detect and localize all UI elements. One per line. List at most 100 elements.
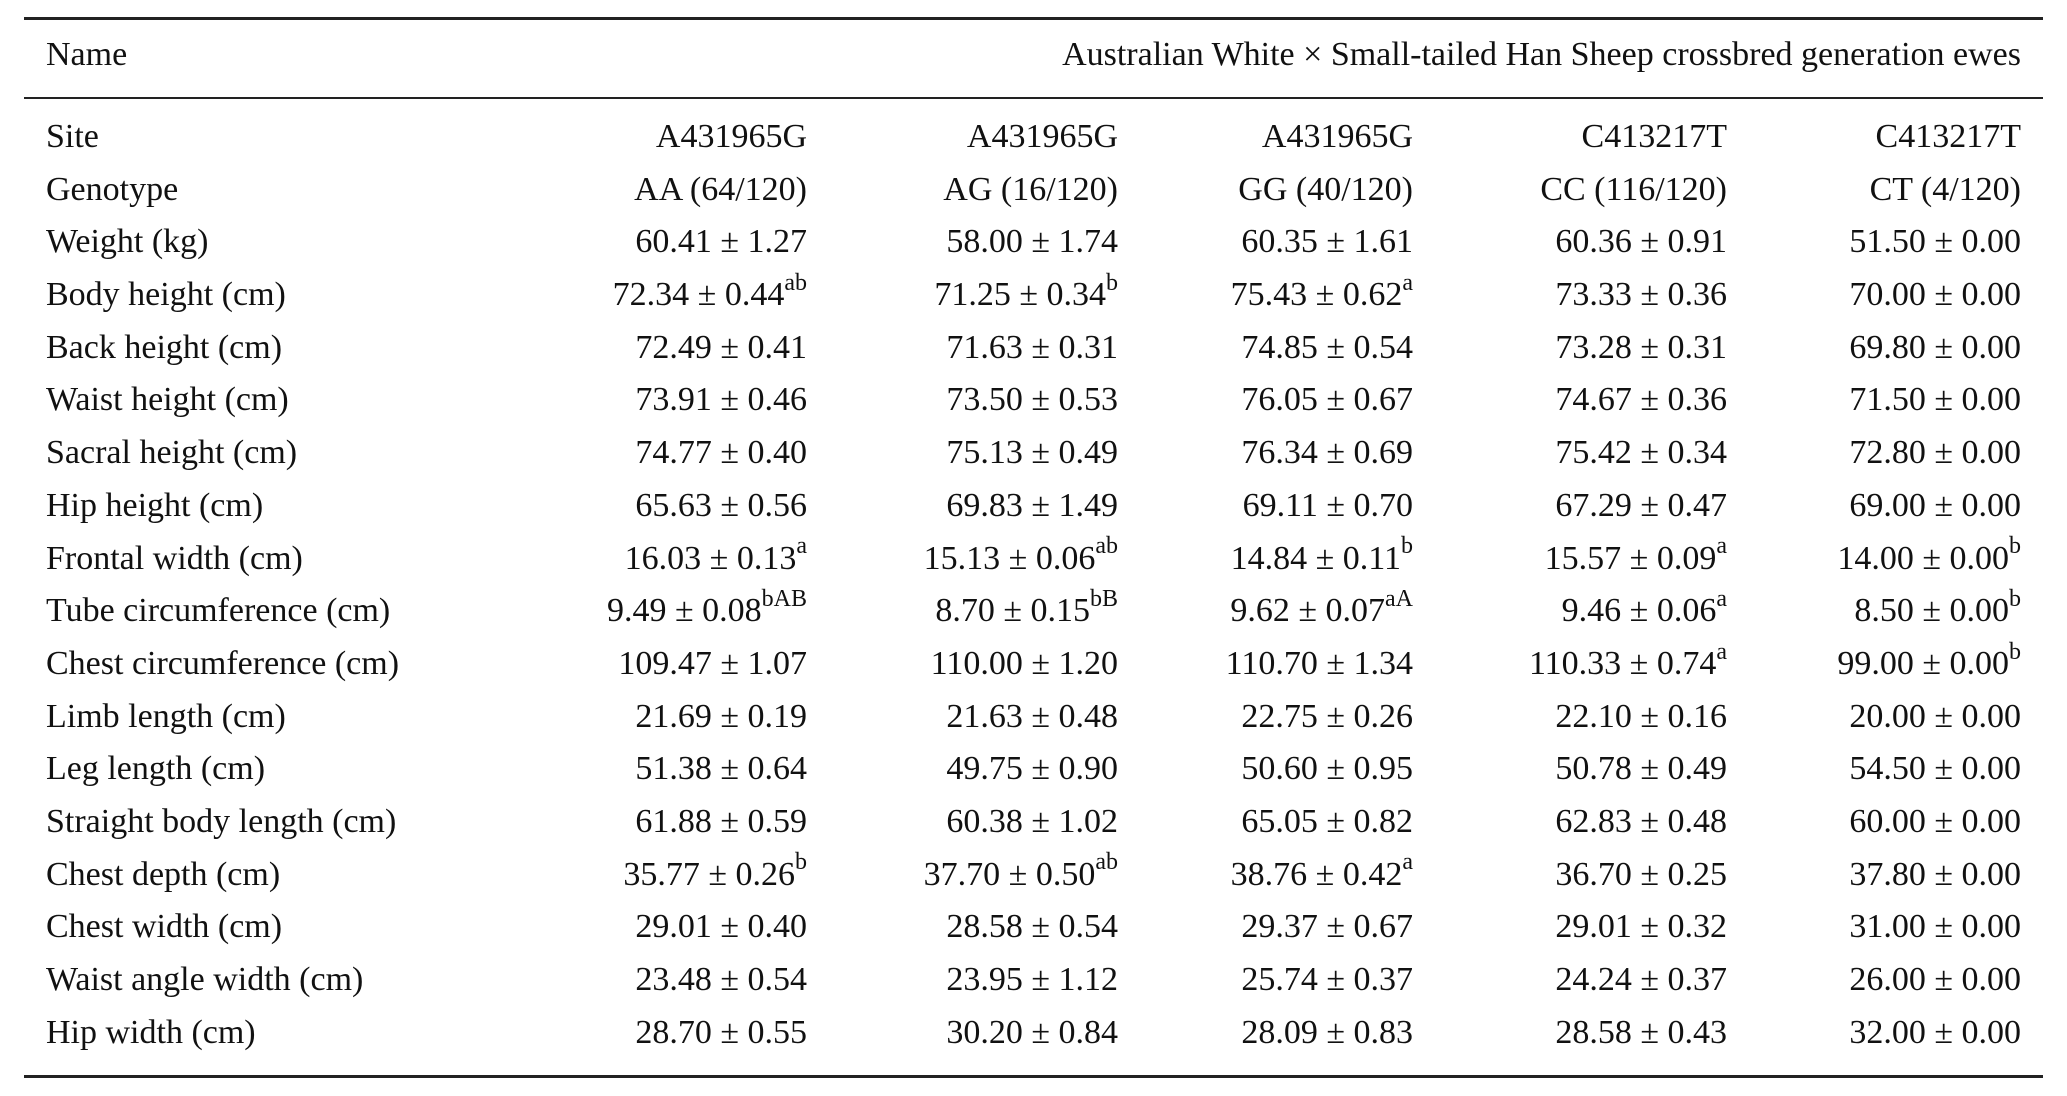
table-cell: C413217T	[1727, 111, 2021, 164]
cell-value: 22.10 ± 0.16	[1555, 697, 1727, 735]
cell-value: 28.58 ± 0.54	[946, 908, 1118, 946]
table-cell: 16.03 ± 0.13a	[500, 533, 807, 586]
cell-value: 65.05 ± 0.82	[1241, 802, 1413, 840]
cell-value: 76.34 ± 0.69	[1241, 434, 1413, 472]
table-cell: 60.36 ± 0.91	[1413, 216, 1727, 269]
table-cell: 26.00 ± 0.00	[1727, 954, 2021, 1007]
significance-superscript: bB	[1089, 585, 1118, 612]
cell-value: 32.00 ± 0.00	[1849, 1013, 2021, 1051]
table-row: Chest circumference (cm) 109.47 ± 1.07 110…	[0, 638, 2067, 691]
cell-value: 8.70 ± 0.15	[935, 592, 1090, 630]
significance-superscript: aA	[1385, 585, 1413, 612]
significance-superscript: a	[1716, 638, 1727, 665]
table-cell: 50.60 ± 0.95	[1118, 743, 1413, 796]
table-row: Body height (cm) 72.34 ± 0.44ab 71.25 ± 0.…	[0, 269, 2067, 322]
cell-value: 8.50 ± 0.00	[1854, 592, 2009, 630]
cell-value: 16.03 ± 0.13	[624, 539, 797, 577]
table-row: Sacral height (cm) 74.77 ± 0.40 75.13 ± 0.…	[0, 427, 2067, 480]
cell-value: CT (4/120)	[1869, 170, 2021, 208]
cell-value: 71.50 ± 0.00	[1849, 381, 2021, 419]
table-row: Back height (cm) 72.49 ± 0.41 71.63 ± 0.31…	[0, 322, 2067, 375]
cell-value: C413217T	[1581, 118, 1727, 155]
table-bottom-rule	[24, 1075, 2043, 1078]
table-cell: 54.50 ± 0.00	[1727, 743, 2021, 796]
table-cell: 9.62 ± 0.07aA	[1118, 585, 1413, 638]
cell-value: 36.70 ± 0.25	[1555, 855, 1727, 893]
table-cell: A431965G	[807, 111, 1118, 164]
table-body: Site A431965G A431965G A431965G C413217T C413…	[0, 111, 2067, 1059]
significance-superscript: a	[796, 533, 807, 560]
table-row: Frontal width (cm) 16.03 ± 0.13a 15.13 ± 0…	[0, 533, 2067, 586]
table-cell: 49.75 ± 0.90	[807, 743, 1118, 796]
cell-value: 74.77 ± 0.40	[635, 434, 807, 472]
cell-value: 9.49 ± 0.08	[606, 592, 762, 630]
cell-value: 65.63 ± 0.56	[635, 486, 807, 524]
table-cell: 110.00 ± 1.20	[807, 638, 1118, 691]
cell-value: 23.48 ± 0.54	[635, 961, 807, 998]
table-top-rule	[24, 17, 2043, 20]
table-cell: 37.80 ± 0.00	[1727, 849, 2021, 902]
significance-superscript: b	[2009, 638, 2021, 665]
table-cell: 69.80 ± 0.00	[1727, 322, 2021, 375]
cell-value: 14.00 ± 0.00	[1837, 539, 2009, 577]
significance-superscript: b	[2009, 585, 2021, 612]
table-cell: 23.48 ± 0.54	[500, 954, 807, 1007]
cell-value: 110.70 ± 1.34	[1225, 644, 1413, 682]
table-cell: 9.46 ± 0.06a	[1413, 585, 1727, 638]
table-row: Genotype AA (64/120) AG (16/120) GG (40/120…	[0, 164, 2067, 217]
cell-value: 54.50 ± 0.00	[1849, 750, 2021, 788]
table-cell: 60.00 ± 0.00	[1727, 796, 2021, 849]
row-label: Chest width (cm)	[46, 908, 283, 946]
cell-value: GG (40/120)	[1238, 170, 1413, 208]
row-label: Waist height (cm)	[46, 381, 289, 419]
cell-value: 62.83 ± 0.48	[1555, 802, 1727, 840]
table-row: Hip width (cm) 28.70 ± 0.55 30.20 ± 0.84 28…	[0, 1007, 2067, 1060]
table-cell: 71.50 ± 0.00	[1727, 374, 2021, 427]
cell-value: 60.36 ± 0.91	[1555, 223, 1727, 261]
row-label: Limb length (cm)	[46, 697, 286, 735]
cell-value: 26.00 ± 0.00	[1849, 961, 2021, 998]
table-cell: 60.35 ± 1.61	[1118, 216, 1413, 269]
table-cell: 109.47 ± 1.07	[500, 638, 807, 691]
table-cell: 20.00 ± 0.00	[1727, 691, 2021, 744]
cell-value: 75.13 ± 0.49	[946, 434, 1118, 472]
cell-value: 28.70 ± 0.55	[635, 1013, 807, 1051]
table-cell: 14.00 ± 0.00b	[1727, 533, 2021, 586]
cell-value: 69.83 ± 1.49	[946, 486, 1118, 524]
row-label: Weight (kg)	[46, 223, 209, 261]
cell-value: 61.88 ± 0.59	[635, 802, 807, 840]
cell-value: 25.74 ± 0.37	[1241, 961, 1413, 998]
table-cell: 21.69 ± 0.19	[500, 691, 807, 744]
header-name: Name	[46, 36, 128, 73]
table-cell: 65.63 ± 0.56	[500, 480, 807, 533]
table-row: Weight (kg) 60.41 ± 1.27 58.00 ± 1.74 60.35…	[0, 216, 2067, 269]
cell-value: 75.42 ± 0.34	[1555, 434, 1727, 472]
cell-value: 14.84 ± 0.11	[1230, 539, 1401, 577]
table-cell: 110.33 ± 0.74a	[1413, 638, 1727, 691]
table-cell: 24.24 ± 0.37	[1413, 954, 1727, 1007]
row-label: Sacral height (cm)	[46, 434, 298, 472]
cell-value: 99.00 ± 0.00	[1837, 644, 2009, 682]
cell-value: 72.34 ± 0.44	[612, 276, 785, 314]
significance-superscript: ab	[1095, 849, 1118, 876]
row-label: Hip width (cm)	[46, 1013, 256, 1051]
table-row: Chest width (cm) 29.01 ± 0.40 28.58 ± 0.54…	[0, 901, 2067, 954]
cell-value: A431965G	[1261, 118, 1413, 155]
cell-value: 24.24 ± 0.37	[1555, 961, 1727, 998]
table-cell: CT (4/120)	[1727, 164, 2021, 217]
header-group: Australian White × Small-tailed Han Shee…	[1062, 36, 2021, 73]
significance-superscript: b	[2009, 533, 2021, 560]
table-cell: 62.83 ± 0.48	[1413, 796, 1727, 849]
cell-value: 30.20 ± 0.84	[946, 1013, 1118, 1051]
cell-value: 74.67 ± 0.36	[1555, 381, 1727, 419]
table-cell: 35.77 ± 0.26b	[500, 849, 807, 902]
cell-value: 51.50 ± 0.00	[1849, 223, 2021, 261]
table-cell: 51.50 ± 0.00	[1727, 216, 2021, 269]
table-row: Hip height (cm) 65.63 ± 0.56 69.83 ± 1.49 6…	[0, 480, 2067, 533]
cell-value: 15.13 ± 0.06	[923, 539, 1096, 577]
table-cell: 69.11 ± 0.70	[1118, 480, 1413, 533]
table-cell: 31.00 ± 0.00	[1727, 901, 2021, 954]
row-label: Leg length (cm)	[46, 750, 266, 788]
table-cell: 28.70 ± 0.55	[500, 1007, 807, 1060]
table-cell: 8.50 ± 0.00b	[1727, 585, 2021, 638]
